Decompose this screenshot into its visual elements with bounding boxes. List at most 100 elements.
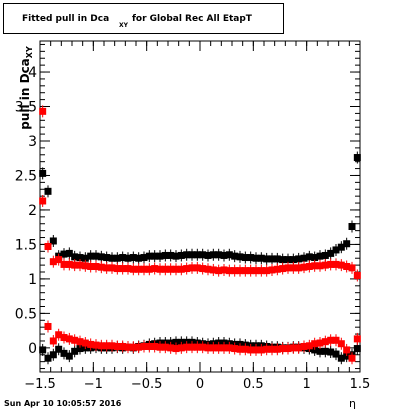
data-point — [145, 252, 153, 260]
data-point — [236, 345, 244, 353]
data-point — [236, 253, 244, 261]
data-point — [204, 251, 212, 259]
data-point — [55, 345, 63, 353]
data-point — [332, 246, 340, 254]
x-tick-label: −0.5 — [131, 377, 163, 392]
data-point — [252, 346, 260, 354]
data-point — [60, 334, 68, 342]
data-point — [343, 262, 351, 270]
data-point — [284, 345, 292, 353]
data-point — [241, 254, 249, 262]
data-point — [177, 251, 185, 259]
data-point — [97, 253, 105, 261]
data-point — [257, 346, 265, 354]
data-point — [337, 243, 345, 251]
data-point — [311, 346, 319, 354]
data-point — [204, 265, 212, 273]
data-point — [337, 261, 345, 269]
data-point — [343, 352, 351, 360]
data-point — [332, 336, 340, 344]
data-point — [279, 345, 287, 353]
data-point — [49, 337, 57, 345]
data-point — [92, 341, 100, 349]
data-point — [156, 252, 164, 260]
data-point — [353, 271, 361, 279]
data-point — [289, 264, 297, 272]
data-point — [81, 254, 89, 262]
data-point — [172, 252, 180, 260]
y-tick-label: 1 — [28, 272, 37, 288]
data-point — [209, 266, 217, 274]
data-point — [327, 348, 335, 356]
data-point — [39, 346, 47, 354]
data-point — [263, 267, 271, 275]
data-point — [177, 344, 185, 352]
data-point — [241, 267, 249, 275]
data-point — [71, 253, 79, 261]
data-point — [172, 265, 180, 273]
data-point — [343, 346, 351, 354]
chart-title-box: Fitted pull in Dca XY for Global Rec All… — [3, 3, 284, 34]
data-point — [65, 335, 73, 343]
y-tick-label: 1.5 — [15, 237, 37, 253]
data-point — [247, 254, 255, 262]
y-tick-label: 2 — [28, 203, 37, 219]
data-point — [124, 343, 132, 351]
data-point — [81, 339, 89, 347]
x-tick-label: 0.5 — [243, 377, 264, 392]
data-point — [321, 261, 329, 269]
data-point — [353, 345, 361, 353]
data-point — [252, 267, 260, 275]
data-point — [279, 265, 287, 273]
y-tick-label: 0 — [28, 341, 37, 357]
data-point — [97, 263, 105, 271]
data-point — [289, 256, 297, 264]
data-point — [263, 255, 271, 263]
data-point — [316, 339, 324, 347]
y-axis: 0 0.5 1 1.5 2 2.5 3 3.5 4 — [15, 43, 360, 370]
data-point — [135, 265, 143, 273]
data-point — [305, 262, 313, 270]
x-axis-title: η — [349, 397, 356, 410]
data-point — [327, 249, 335, 257]
data-point — [316, 347, 324, 355]
data-point — [231, 267, 239, 275]
data-point — [129, 265, 137, 273]
data-point — [167, 265, 175, 273]
data-point — [337, 354, 345, 362]
data-point — [215, 344, 223, 352]
data-point — [225, 251, 233, 259]
data-point — [87, 340, 95, 348]
data-point — [145, 265, 153, 273]
data-point — [311, 340, 319, 348]
data-point — [220, 344, 228, 352]
data-point — [268, 255, 276, 263]
data-point — [268, 266, 276, 274]
data-point — [252, 254, 260, 262]
data-point — [236, 267, 244, 275]
data-point — [263, 345, 271, 353]
data-point — [55, 331, 63, 339]
data-point — [321, 347, 329, 355]
data-point — [295, 344, 303, 352]
data-point — [71, 347, 79, 355]
data-point — [321, 338, 329, 346]
x-tick-label: 0 — [196, 377, 204, 392]
data-point — [327, 336, 335, 344]
data-point — [188, 251, 196, 259]
data-point — [60, 260, 68, 268]
data-point — [177, 265, 185, 273]
data-point — [316, 262, 324, 270]
data-point — [204, 344, 212, 352]
data-point — [103, 342, 111, 350]
data-point — [257, 254, 265, 262]
data-point — [76, 345, 84, 353]
data-point — [284, 256, 292, 264]
data-point — [225, 344, 233, 352]
data-point — [113, 342, 121, 350]
data-point — [65, 352, 73, 360]
data-point — [129, 254, 137, 262]
data-point — [305, 342, 313, 350]
data-point — [215, 251, 223, 259]
